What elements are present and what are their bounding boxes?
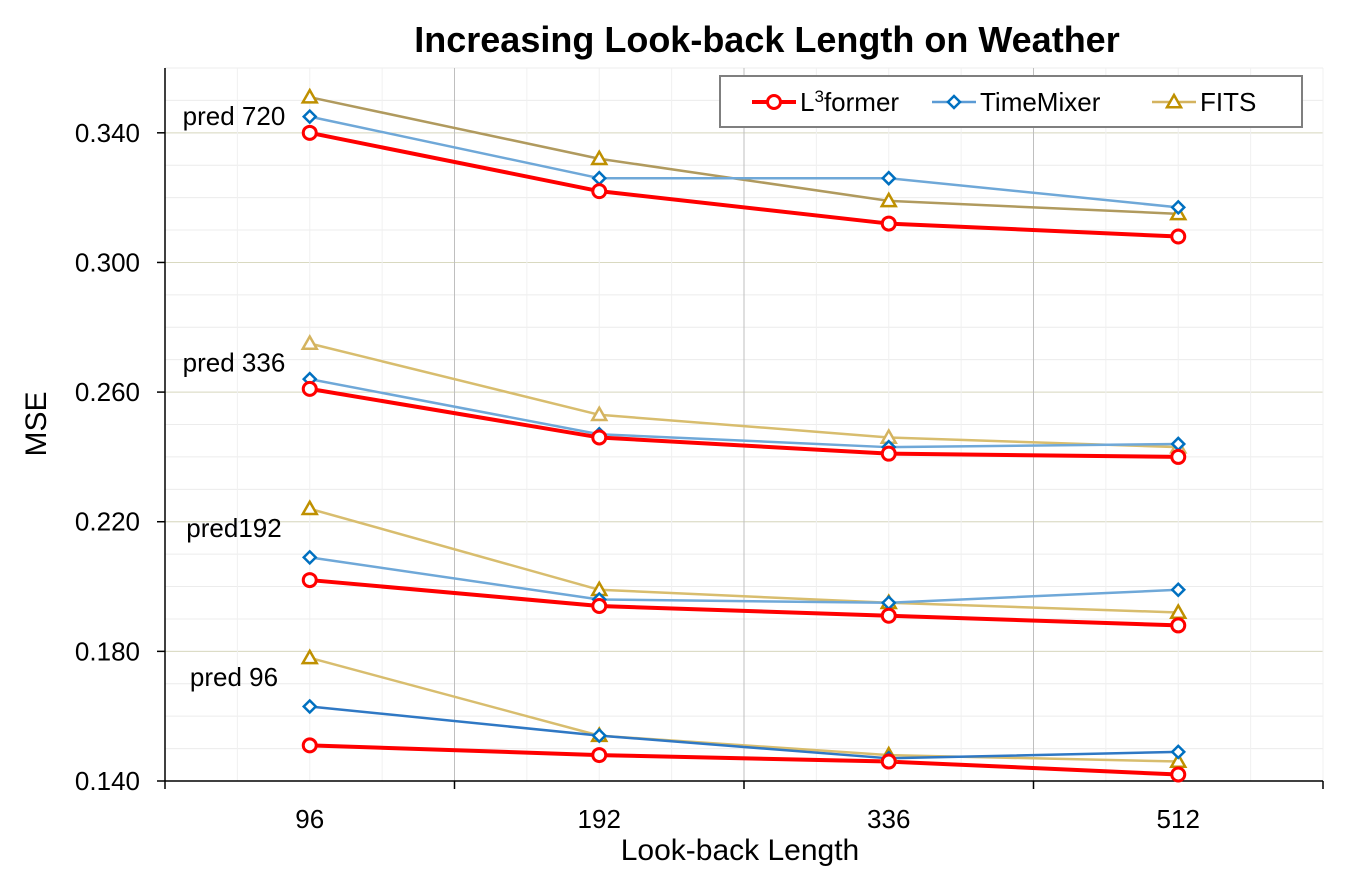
- series-line-fits: [309, 95, 1179, 216]
- chart-title: Increasing Look-back Length on Weather: [414, 19, 1119, 60]
- series-lines: [300, 87, 1188, 783]
- group-annotation: pred 720: [183, 101, 286, 131]
- data-point-timemixer: [301, 698, 318, 715]
- series-line-fits: [309, 656, 1179, 763]
- data-point-l3former: [301, 572, 318, 589]
- series-line-l3former: [309, 743, 1179, 777]
- series-line-timemixer: [309, 705, 1179, 760]
- data-point-fits: [879, 191, 898, 208]
- data-point-l3former: [1170, 228, 1187, 245]
- data-point-timemixer: [1170, 199, 1187, 216]
- data-point-fits: [300, 87, 319, 104]
- x-axis-ticks: 96 192 336 512: [164, 781, 1324, 834]
- series-line-l3former: [309, 386, 1179, 459]
- legend-entry-fits: FITS: [1152, 87, 1256, 117]
- data-point-l3former: [880, 445, 897, 462]
- y-tick-label: 0.220: [75, 507, 140, 537]
- y-axis-label: MSE: [20, 391, 53, 456]
- legend-entry-timemixer: TimeMixer: [932, 87, 1101, 117]
- y-tick-label: 0.180: [75, 636, 140, 666]
- data-point-fits: [300, 333, 319, 350]
- x-tick-label: 336: [867, 804, 910, 834]
- group-annotations: pred 720 pred 336 pred192 pred 96: [183, 101, 286, 692]
- legend-marker: [946, 94, 962, 110]
- data-point-l3former: [591, 183, 608, 200]
- data-point-l3former: [880, 607, 897, 624]
- series-line-timemixer: [309, 377, 1179, 449]
- data-point-l3former: [301, 124, 318, 141]
- data-point-l3former: [880, 215, 897, 232]
- group-annotation: pred192: [186, 513, 281, 543]
- legend-label: TimeMixer: [980, 87, 1101, 117]
- data-point-fits: [590, 405, 609, 422]
- data-point-fits: [590, 149, 609, 166]
- data-point-l3former: [1170, 617, 1187, 634]
- x-tick-label: 192: [578, 804, 621, 834]
- y-axis-ticks: 0.140 0.180 0.220 0.260 0.300 0.340: [75, 118, 165, 796]
- legend-entry-l3former: L3former: [752, 87, 899, 118]
- series-line-l3former: [309, 130, 1179, 239]
- series-group: [300, 333, 1188, 465]
- data-point-l3former: [591, 597, 608, 614]
- data-point-timemixer: [1170, 744, 1187, 760]
- data-point-timemixer: [301, 549, 318, 566]
- data-point-l3former: [591, 429, 608, 446]
- data-point-timemixer: [1170, 582, 1187, 598]
- series-line-fits: [309, 507, 1179, 614]
- data-point-timemixer: [880, 170, 897, 186]
- data-point-timemixer: [301, 108, 318, 125]
- legend-box: [719, 75, 1303, 128]
- y-tick-label: 0.260: [75, 377, 140, 407]
- y-tick-label: 0.300: [75, 247, 140, 277]
- series-group: [300, 648, 1188, 783]
- group-annotation: pred 96: [190, 662, 278, 692]
- legend-marker: [1164, 92, 1184, 109]
- y-tick-label: 0.340: [75, 118, 140, 148]
- x-tick-label: 96: [295, 804, 324, 834]
- series-line-fits: [309, 342, 1179, 449]
- legend-label: FITS: [1200, 87, 1256, 117]
- data-point-fits: [300, 648, 319, 665]
- x-axis-label: Look-back Length: [621, 834, 860, 867]
- data-point-l3former: [880, 753, 897, 770]
- data-point-l3former: [301, 380, 318, 397]
- group-annotation: pred 336: [183, 347, 286, 377]
- y-tick-label: 0.140: [75, 766, 140, 796]
- x-tick-label: 512: [1157, 804, 1200, 834]
- data-point-fits: [300, 499, 319, 516]
- series-line-l3former: [309, 578, 1179, 628]
- legend: L3former TimeMixer FITS: [719, 75, 1303, 128]
- series-group: [300, 87, 1188, 245]
- data-point-l3former: [591, 747, 608, 764]
- legend-label: L3former: [800, 87, 899, 118]
- series-line-timemixer: [309, 115, 1179, 209]
- data-point-l3former: [1170, 448, 1187, 465]
- legend-marker: [766, 94, 782, 110]
- data-point-l3former: [301, 737, 318, 754]
- data-point-l3former: [1170, 766, 1187, 783]
- series-group: [300, 499, 1188, 634]
- series-line-timemixer: [309, 556, 1179, 604]
- data-point-timemixer: [591, 727, 608, 744]
